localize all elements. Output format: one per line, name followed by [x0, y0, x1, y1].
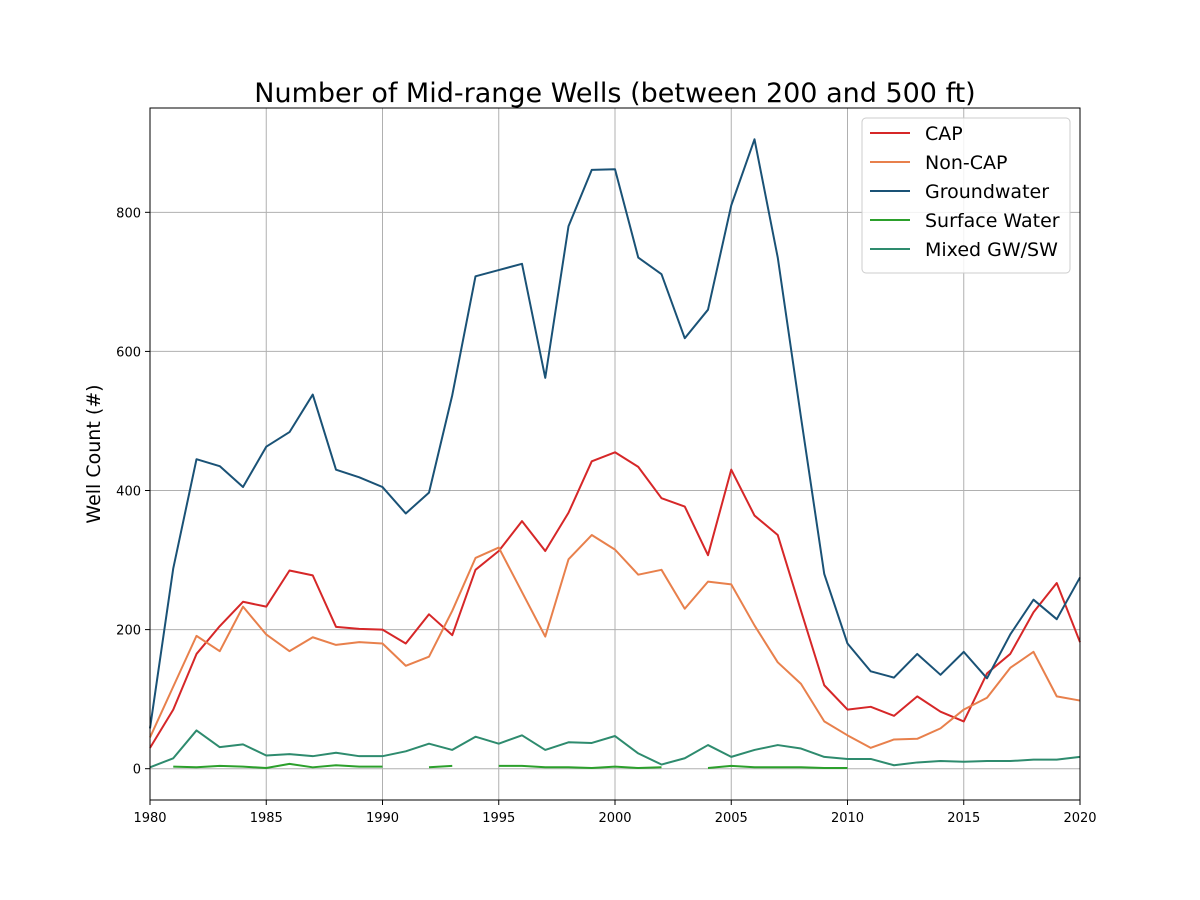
- y-tick-label: 600: [116, 345, 141, 360]
- x-tick-label: 2005: [715, 811, 748, 826]
- x-tick-label: 1990: [366, 811, 399, 826]
- legend-label-cap: CAP: [925, 123, 963, 145]
- legend: CAP Non-CAP Groundwater Surface Water Mixed …: [861, 117, 1071, 274]
- series-line-surface-water: [173, 762, 848, 770]
- y-axis-label: Well Count (#): [83, 384, 105, 523]
- x-tick-label: 1995: [482, 811, 515, 826]
- series-lines: [149, 138, 1081, 770]
- y-tick-label: 800: [116, 206, 141, 221]
- legend-box: [861, 117, 1071, 274]
- series-line-groundwater: [149, 138, 1081, 729]
- series-line-non-cap: [149, 534, 1081, 749]
- legend-label-groundwater: Groundwater: [925, 181, 1049, 203]
- x-tick-label: 1980: [133, 811, 166, 826]
- y-tick-label: 0: [133, 763, 141, 778]
- x-tick-label: 2015: [947, 811, 980, 826]
- y-axis-ticks: 0 200 400 600 800: [116, 206, 150, 778]
- series-line-mixed-gw-sw: [149, 729, 1081, 769]
- y-tick-label: 200: [116, 624, 141, 639]
- y-tick-label: 400: [116, 485, 141, 500]
- x-tick-label: 2010: [831, 811, 864, 826]
- chart-title: Number of Mid-range Wells (between 200 a…: [254, 78, 975, 109]
- x-axis-ticks: 1980 1985 1990 1995 2000 2005 2010 2015 2020: [133, 800, 1097, 826]
- x-tick-label: 1985: [250, 811, 283, 826]
- legend-label-surface-water: Surface Water: [925, 210, 1060, 232]
- legend-label-non-cap: Non-CAP: [925, 152, 1007, 174]
- x-tick-label: 2000: [598, 811, 631, 826]
- legend-label-mixed-gw-sw: Mixed GW/SW: [925, 239, 1058, 261]
- series-line-cap: [149, 451, 1081, 749]
- x-tick-label: 2020: [1063, 811, 1096, 826]
